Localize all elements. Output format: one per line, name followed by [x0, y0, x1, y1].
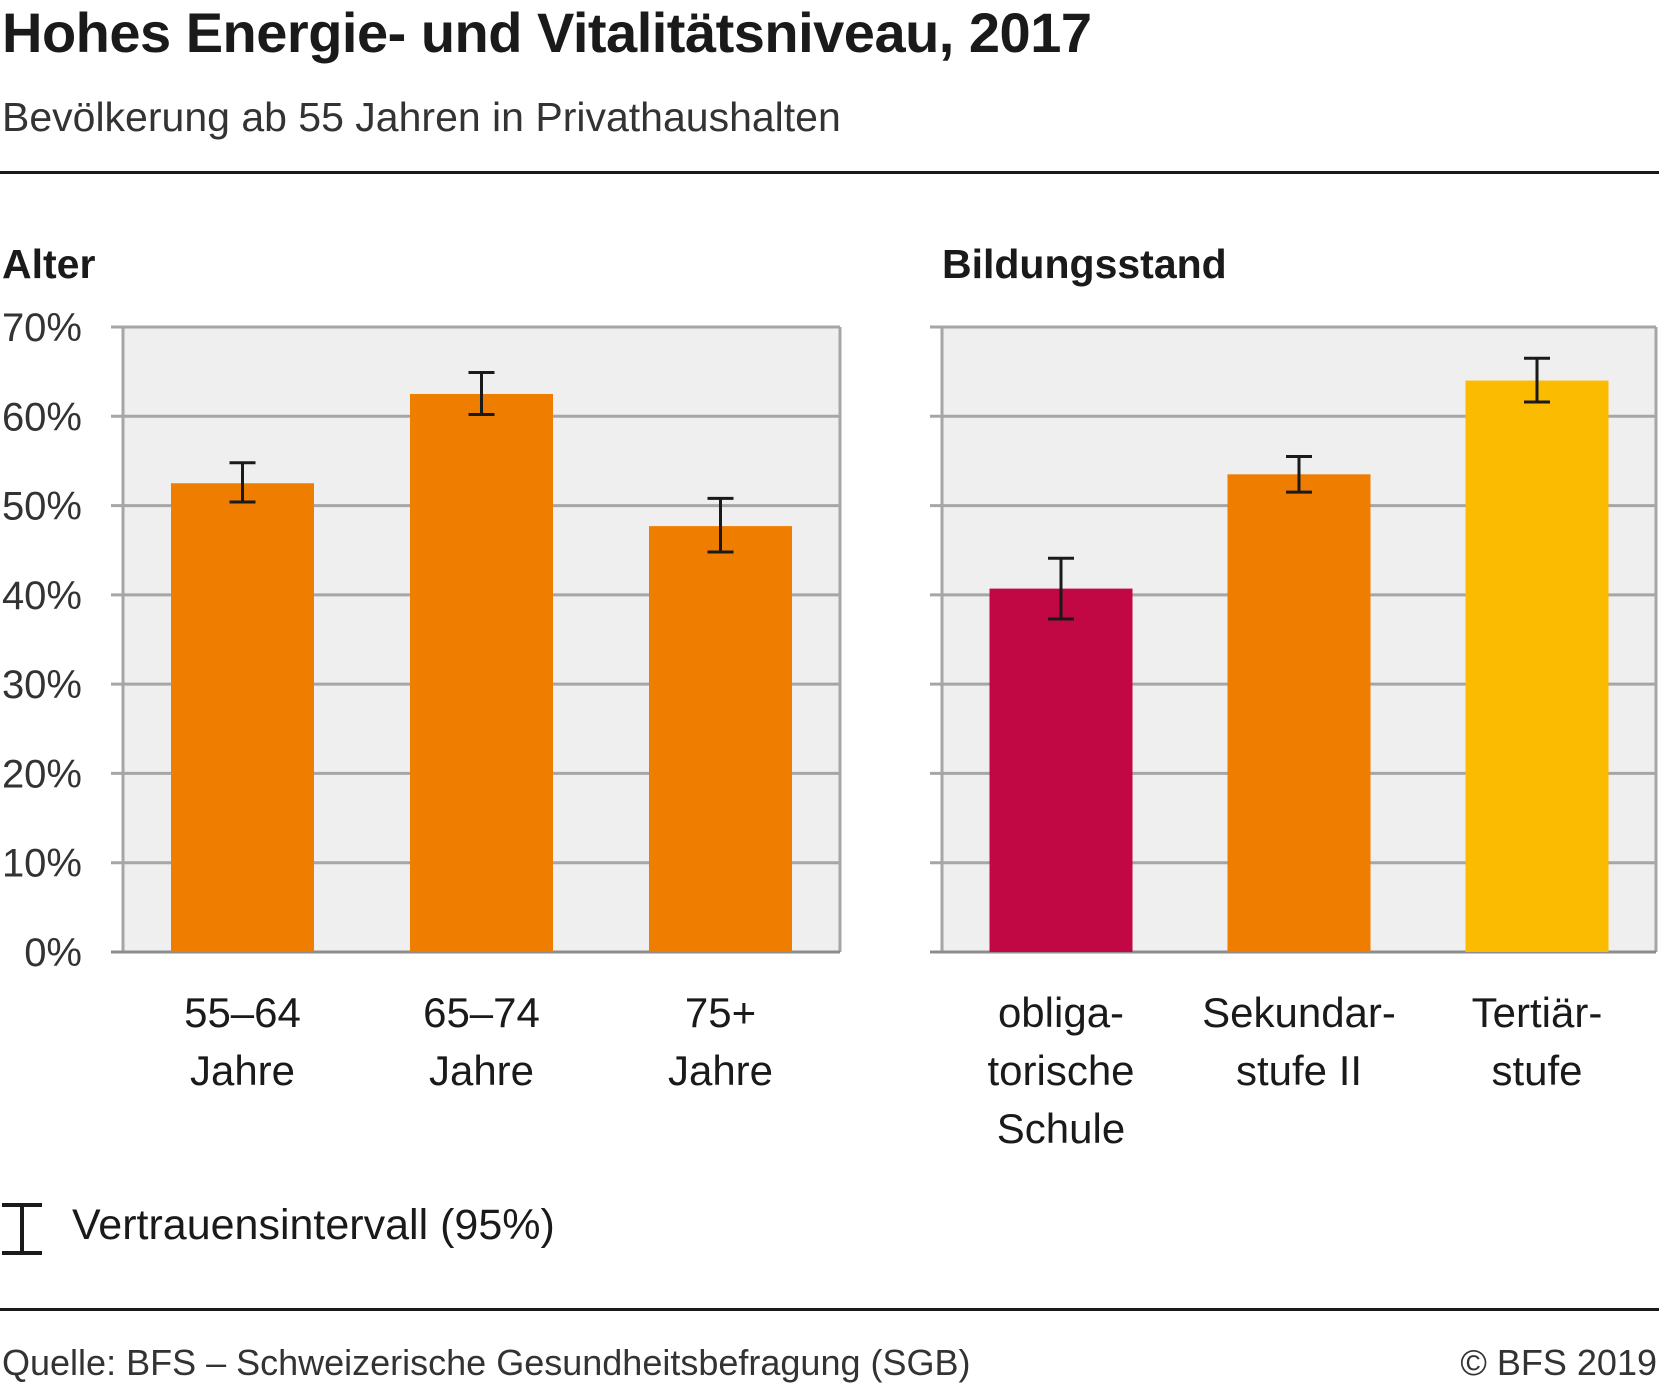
y-tick-label: 70% — [2, 306, 82, 350]
category-label: 55–64 — [184, 989, 301, 1036]
top-divider — [0, 171, 1659, 174]
y-tick-label: 10% — [2, 842, 82, 886]
category-label: Jahre — [190, 1047, 295, 1094]
panel-title: Bildungsstand — [942, 241, 1227, 287]
bar — [410, 393, 553, 952]
bar — [1465, 380, 1609, 953]
bar — [171, 483, 314, 952]
category-label: 75+ — [685, 989, 756, 1036]
category-label: stufe — [1491, 1047, 1582, 1094]
category-label: Jahre — [429, 1047, 534, 1094]
category-label: obliga- — [998, 989, 1124, 1036]
category-label: torische — [987, 1047, 1134, 1094]
category-label: Sekundar- — [1202, 989, 1396, 1036]
bar — [649, 526, 792, 952]
chart-area: 0% 10% 20% 30% 40% 50% 60% 70% Alter 55–64 Jahre 65… — [2, 241, 1658, 1152]
y-tick-label: 50% — [2, 485, 82, 529]
bar — [989, 588, 1133, 952]
bar — [1227, 474, 1371, 952]
y-tick-label: 0% — [24, 931, 82, 975]
category-label: Schule — [997, 1105, 1125, 1152]
y-tick-label: 60% — [2, 395, 82, 439]
bottom-divider — [0, 1308, 1659, 1311]
category-label: 65–74 — [423, 989, 540, 1036]
copyright-note: © BFS 2019 — [1460, 1342, 1657, 1383]
y-tick-label: 40% — [2, 574, 82, 618]
panel-title: Alter — [2, 241, 95, 287]
confidence-interval-icon — [2, 1203, 42, 1255]
category-label: Jahre — [668, 1047, 773, 1094]
y-tick-label: 20% — [2, 752, 82, 796]
category-label: stufe II — [1236, 1047, 1362, 1094]
page-subtitle: Bevölkerung ab 55 Jahren in Privathausha… — [2, 94, 841, 140]
category-label: Tertiär- — [1472, 989, 1603, 1036]
y-tick-label: 30% — [2, 663, 82, 707]
page-title: Hohes Energie- und Vitalitätsniveau, 201… — [2, 1, 1092, 64]
source-note: Quelle: BFS – Schweizerische Gesundheits… — [2, 1342, 971, 1383]
legend-label: Vertrauensintervall (95%) — [72, 1201, 555, 1249]
